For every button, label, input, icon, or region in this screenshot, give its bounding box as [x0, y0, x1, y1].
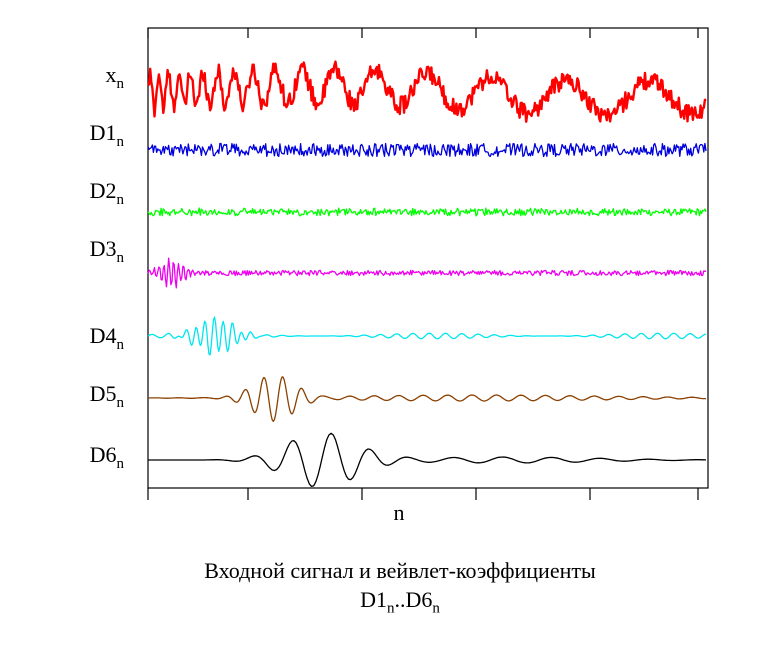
caption-sep: .. — [394, 587, 406, 612]
series-line-d2 — [147, 207, 707, 217]
series-label-d2: D2n — [90, 178, 125, 208]
series-label-base: D2 — [90, 178, 117, 203]
caption-d6-base: D6 — [405, 587, 433, 612]
series-line-d1 — [147, 142, 707, 158]
caption-line-1: Входной сигнал и вейвлет-коэффициенты — [204, 558, 596, 583]
series-line-d4 — [147, 316, 707, 356]
series-label-base: D1 — [90, 120, 117, 145]
caption-d1-base: D1 — [360, 587, 387, 612]
series-group — [147, 60, 707, 488]
series-line-d6 — [148, 432, 707, 488]
series-line-x — [147, 60, 707, 123]
series-label-d4: D4n — [90, 323, 125, 353]
series-label-x: xn — [106, 62, 125, 92]
caption-line-2: D1n..D6n — [0, 585, 760, 623]
plot-frame — [147, 27, 709, 489]
series-label-base: D4 — [90, 323, 117, 348]
series-label-subscript: n — [117, 456, 125, 472]
series-label-d5: D5n — [90, 381, 125, 411]
caption-d6-sub: n — [432, 600, 440, 617]
caption-d1-sub: n — [387, 600, 395, 617]
series-label-base: D6 — [90, 442, 117, 467]
series-label-subscript: n — [117, 134, 125, 150]
series-label-base: D3 — [90, 236, 117, 261]
x-axis-label: n — [394, 500, 405, 525]
series-label-subscript: n — [117, 337, 125, 353]
series-label-d3: D3n — [90, 236, 125, 266]
series-label-subscript: n — [117, 192, 125, 208]
series-label-d1: D1n — [90, 120, 125, 150]
series-line-d3 — [147, 257, 707, 289]
series-label-subscript: n — [117, 76, 125, 92]
series-label-subscript: n — [117, 250, 125, 266]
series-label-base: x — [106, 62, 117, 87]
figure-caption: Входной сигнал и вейвлет-коэффициенты D1… — [0, 556, 760, 623]
x-ticks — [147, 28, 699, 500]
series-label-subscript: n — [117, 395, 125, 411]
series-label-d6: D6n — [90, 442, 125, 472]
series-line-d5 — [148, 376, 706, 423]
series-label-base: D5 — [90, 381, 117, 406]
